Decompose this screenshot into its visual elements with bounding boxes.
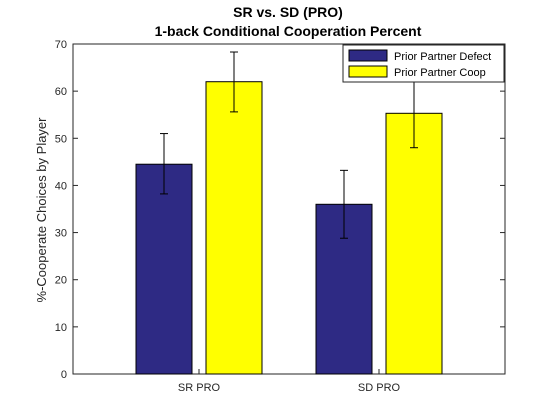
legend-label: Prior Partner Coop — [394, 67, 486, 79]
y-tick-label: 40 — [55, 180, 67, 192]
legend-swatch — [348, 49, 388, 62]
x-tick-label: SD PRO — [358, 382, 401, 394]
y-tick-label: 50 — [55, 133, 67, 145]
y-tick-label: 0 — [61, 369, 67, 381]
legend-label: Prior Partner Defect — [394, 51, 491, 63]
y-tick-label: 10 — [55, 322, 67, 334]
bar-coop — [385, 112, 443, 375]
y-tick-label: 60 — [55, 86, 67, 98]
legend-swatch — [348, 65, 388, 78]
plot-area: 0 10 20 30 40 50 60 70 SR PRO SD PRO — [55, 39, 506, 394]
bar-coop — [205, 81, 263, 375]
bar-defect — [135, 163, 193, 375]
legend: Prior Partner Defect Prior Partner Coop — [342, 44, 505, 83]
y-tick-label: 30 — [55, 228, 67, 240]
y-axis-label: %-Cooperate Choices by Player — [34, 117, 49, 303]
y-tick-label: 70 — [55, 39, 67, 51]
x-tick-label: SR PRO — [178, 382, 221, 394]
chart-title: SR vs. SD (PRO) — [233, 4, 343, 20]
y-tick-label: 20 — [55, 275, 67, 287]
chart-subtitle: 1-back Conditional Cooperation Percent — [155, 23, 422, 39]
